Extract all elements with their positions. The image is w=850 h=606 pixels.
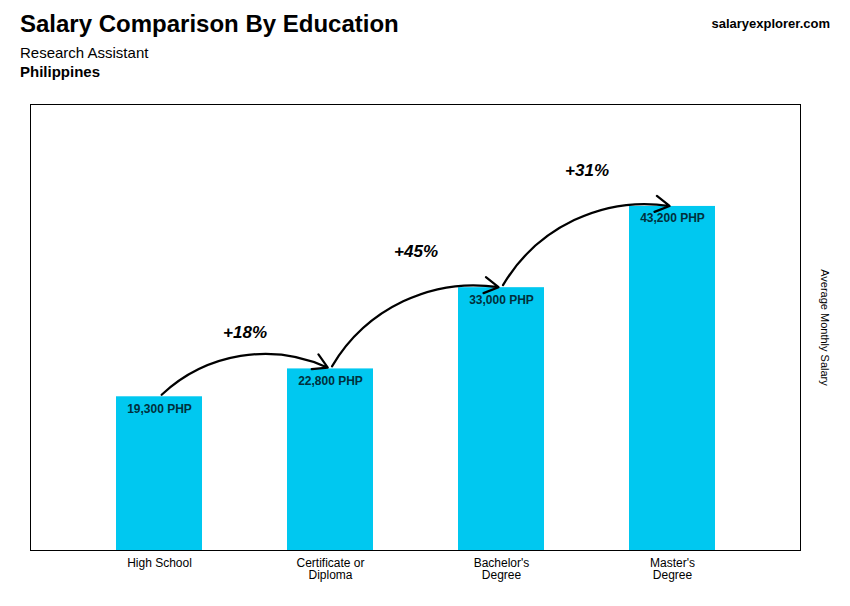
svg-text:19,300 PHP: 19,300 PHP [127,402,192,416]
svg-text:Certificate orDiploma: Certificate orDiploma [296,556,364,582]
svg-text:Bachelor'sDegree: Bachelor'sDegree [474,556,530,582]
svg-text:Average Monthly Salary: Average Monthly Salary [819,269,831,386]
html-text:Salary Comparison By Education: Salary Comparison By Education [20,10,399,37]
svg-text:+18%: +18% [223,323,267,342]
svg-text:+45%: +45% [394,242,438,261]
svg-text:High School: High School [127,556,192,570]
html-text:salaryexplorer.com: salaryexplorer.com [711,16,830,31]
svg-text:43,200 PHP: 43,200 PHP [640,211,705,225]
svg-text:22,800 PHP: 22,800 PHP [298,374,363,388]
html-text:Research Assistant: Research Assistant [20,44,149,61]
svg-text:33,000 PHP: 33,000 PHP [469,293,534,307]
html-text:Philippines: Philippines [20,63,100,80]
svg-text:Master'sDegree: Master'sDegree [650,556,695,582]
svg-text:+31%: +31% [565,161,609,180]
